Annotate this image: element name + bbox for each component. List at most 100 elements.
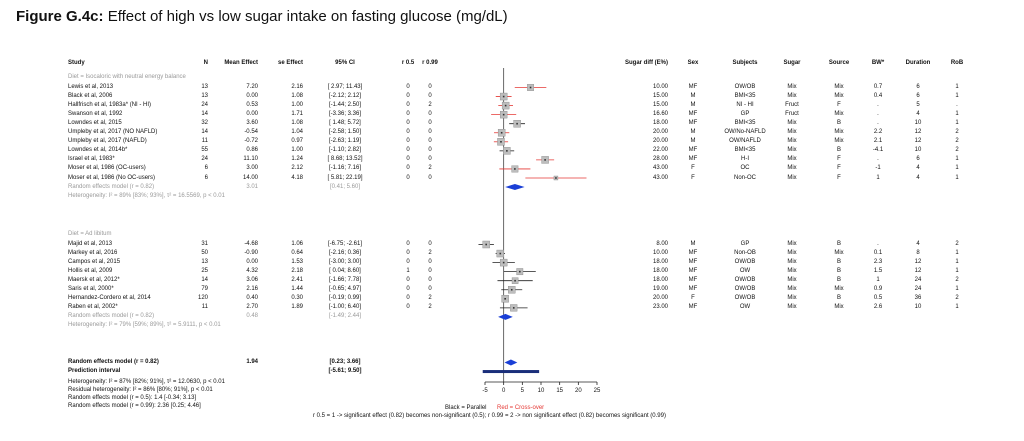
row-n: 11 bbox=[201, 138, 208, 145]
row-ci: [-1.66; 7.78] bbox=[328, 277, 362, 284]
row-r05: 0 bbox=[406, 102, 410, 109]
row-mean: 3.00 bbox=[246, 165, 258, 172]
row-sugar_diff: 15.00 bbox=[652, 102, 668, 109]
row-n: 31 bbox=[201, 241, 208, 247]
row-subjects: BMI<35 bbox=[734, 147, 756, 154]
row-r099: 0 bbox=[428, 93, 432, 100]
row-rob: 2 bbox=[955, 129, 959, 136]
row-subjects: OW/No-NAFLD bbox=[724, 129, 766, 136]
header-sugar: Sugar bbox=[783, 60, 801, 66]
row-mean: -0.90 bbox=[244, 250, 258, 257]
row-mean: -4.68 bbox=[244, 241, 258, 247]
row-sex: F bbox=[691, 165, 695, 172]
row-duration: 12 bbox=[914, 129, 922, 136]
row-r099: 0 bbox=[428, 84, 432, 90]
row-r099: 2 bbox=[428, 250, 432, 257]
row-study: Maersk et al, 2012* bbox=[68, 277, 120, 284]
row-ci: [-0.65; 4.97] bbox=[328, 286, 362, 293]
row-sugar_diff: 18.00 bbox=[652, 259, 668, 266]
header-se: se Effect bbox=[277, 60, 303, 66]
row-se: 1.00 bbox=[291, 102, 303, 109]
row-n: 79 bbox=[201, 286, 208, 293]
row-r099: 2 bbox=[428, 165, 432, 172]
row-bw: . bbox=[877, 241, 879, 247]
group-summary-label: Random effects model (r = 0.82) bbox=[68, 313, 155, 320]
row-r05: 0 bbox=[406, 129, 410, 136]
group-heterogeneity: Heterogeneity: I² = 89% [83%; 93%], τ² =… bbox=[68, 192, 225, 199]
row-r099: 0 bbox=[428, 268, 432, 275]
row-r05: 0 bbox=[406, 120, 410, 127]
study-point-center bbox=[500, 141, 502, 143]
row-sugar: Mix bbox=[787, 295, 797, 302]
group-heterogeneity: Heterogeneity: I² = 79% [59%; 89%], τ² =… bbox=[68, 322, 221, 329]
row-duration: 10 bbox=[914, 120, 922, 127]
row-sugar: Mix bbox=[787, 174, 797, 181]
row-sugar: Mix bbox=[787, 165, 797, 172]
row-sugar: Mix bbox=[787, 268, 797, 275]
header-duration: Duration bbox=[905, 60, 931, 66]
row-sugar: Mix bbox=[787, 250, 797, 257]
row-subjects: OW/OB bbox=[734, 277, 756, 284]
row-source: B bbox=[836, 277, 842, 284]
row-sugar: Fruct bbox=[785, 111, 799, 118]
row-ci: [-2.12; 2.12] bbox=[328, 93, 362, 100]
row-source: B bbox=[836, 241, 842, 247]
row-study: Umpleby et al, 2017 (NAFLD) bbox=[68, 138, 147, 145]
group-summary-diamond bbox=[505, 184, 525, 191]
study-point-center bbox=[504, 104, 507, 107]
row-bw: 1.5 bbox=[873, 268, 883, 275]
row-rob: 1 bbox=[955, 93, 959, 100]
row-se: 2.41 bbox=[291, 277, 303, 284]
row-bw: . bbox=[877, 120, 879, 127]
row-r099: 2 bbox=[428, 295, 432, 302]
legend-crossover: Red = Cross-over bbox=[497, 405, 545, 411]
row-bw: 0.7 bbox=[873, 84, 883, 90]
row-bw: 2.1 bbox=[873, 138, 883, 145]
row-duration: 12 bbox=[914, 138, 922, 145]
row-bw: 2.2 bbox=[873, 129, 883, 136]
row-study: Israel et al, 1983* bbox=[68, 156, 115, 163]
row-bw: . bbox=[877, 111, 879, 118]
row-study: Moser et al, 1986 (OC-users) bbox=[68, 165, 146, 172]
row-sugar: Mix bbox=[787, 93, 797, 100]
row-source: Mix bbox=[834, 304, 844, 311]
row-subjects: BMI<35 bbox=[734, 120, 756, 127]
row-subjects: OC bbox=[740, 165, 750, 172]
row-r099: 2 bbox=[428, 102, 432, 109]
pi-label: Prediction interval bbox=[68, 368, 121, 375]
row-n: 13 bbox=[201, 259, 208, 266]
row-sugar_diff: 20.00 bbox=[652, 129, 668, 136]
row-se: 0.97 bbox=[291, 138, 303, 145]
row-source: F bbox=[837, 102, 841, 109]
row-n: 14 bbox=[201, 277, 208, 284]
row-r05: 0 bbox=[406, 304, 410, 311]
row-sugar: Mix bbox=[787, 156, 797, 163]
row-n: 120 bbox=[197, 295, 208, 302]
row-r099: 0 bbox=[428, 138, 432, 145]
row-duration: 5 bbox=[916, 102, 920, 109]
row-bw: 0.5 bbox=[873, 295, 883, 302]
row-n: 50 bbox=[201, 250, 208, 257]
row-mean: 3.06 bbox=[246, 277, 258, 284]
row-sugar: Mix bbox=[787, 138, 797, 145]
row-study: Campos et al, 2015 bbox=[68, 259, 121, 266]
overall-label: Random effects model (r = 0.82) bbox=[68, 359, 159, 365]
study-point-center bbox=[506, 150, 508, 152]
row-bw: -4.1 bbox=[872, 147, 884, 154]
study-point-center bbox=[500, 131, 503, 134]
study-point-center bbox=[510, 288, 513, 291]
row-sex: F bbox=[691, 174, 695, 181]
row-ci: [ 8.68; 13.52] bbox=[327, 156, 363, 163]
row-mean: 2.16 bbox=[246, 286, 258, 293]
header-r099: r 0.99 bbox=[422, 60, 438, 66]
row-se: 0.64 bbox=[291, 250, 303, 257]
header-rob: RoB bbox=[950, 60, 964, 66]
row-rob: 2 bbox=[955, 241, 959, 247]
row-source: Mix bbox=[834, 129, 844, 136]
row-r05: 0 bbox=[406, 259, 410, 266]
row-sex: M bbox=[690, 138, 696, 145]
group-summary-mean: 0.48 bbox=[246, 313, 258, 320]
group-summary-ci: [-1.49; 2.44] bbox=[328, 313, 362, 320]
header-mean: Mean Effect bbox=[224, 60, 258, 66]
